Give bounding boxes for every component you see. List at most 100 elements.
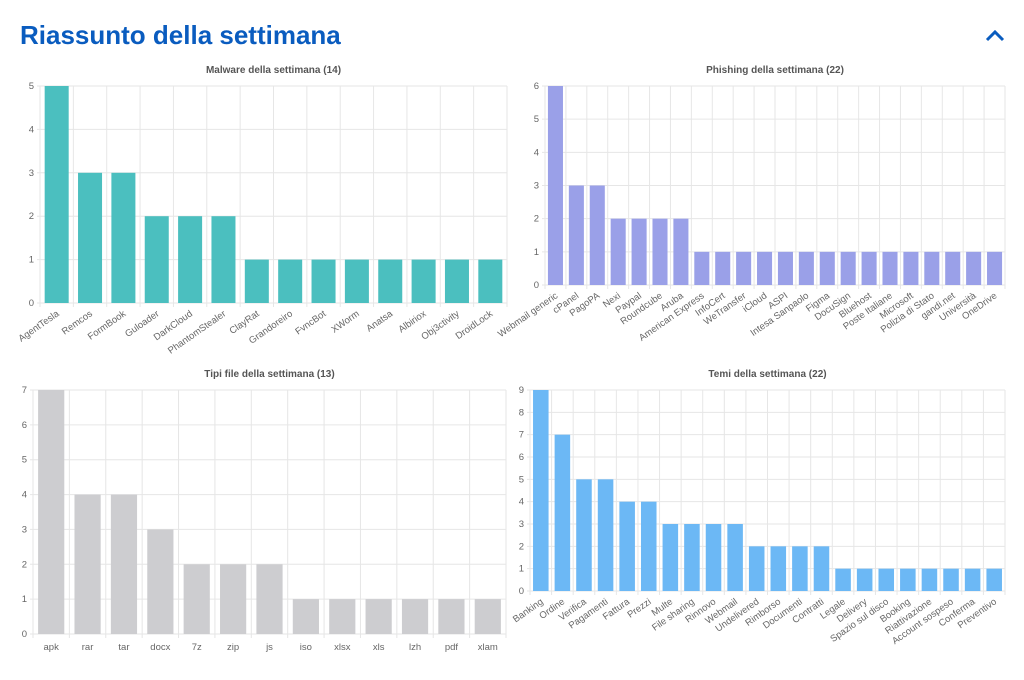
y-tick-label: 1 [519, 564, 524, 575]
bar [770, 546, 787, 591]
bar [882, 251, 898, 285]
bar [610, 218, 626, 285]
bar [715, 251, 731, 285]
chart-title: Malware della settimana (14) [206, 65, 341, 76]
bar [798, 251, 814, 285]
y-tick-label: 2 [29, 211, 34, 222]
bar [411, 259, 436, 303]
y-tick-label: 3 [519, 519, 524, 530]
x-tick-label: xlam [478, 642, 498, 653]
y-tick-label: 1 [534, 247, 539, 258]
y-tick-label: 1 [29, 255, 34, 266]
bar [365, 599, 392, 634]
x-tick-label: iso [300, 642, 312, 653]
bar [819, 251, 835, 285]
bar [568, 185, 584, 285]
bar [835, 568, 851, 591]
y-tick-label: 4 [534, 147, 539, 158]
x-tick-label: DroidLock [454, 308, 496, 342]
bar [292, 599, 319, 634]
bar [861, 251, 877, 285]
bar [444, 259, 469, 303]
y-tick-label: 2 [22, 559, 27, 570]
y-tick-label: 0 [29, 298, 34, 309]
bar [44, 86, 69, 303]
y-tick-label: 3 [22, 524, 27, 535]
x-tick-label: FvncBot [293, 308, 328, 337]
x-tick-label: lzh [409, 642, 421, 653]
bar [256, 564, 283, 634]
y-tick-label: 0 [534, 280, 539, 291]
bar [576, 479, 592, 591]
bar [631, 218, 647, 285]
y-tick-label: 5 [534, 114, 539, 125]
bar [329, 599, 356, 634]
x-tick-label: PhantomStealer [166, 308, 228, 356]
y-tick-label: 5 [22, 455, 27, 466]
x-tick-label: rar [82, 642, 94, 653]
chart-title: Tipi file della settimana (13) [204, 369, 334, 380]
y-tick-label: 2 [519, 541, 524, 552]
bar [244, 259, 269, 303]
bar [211, 216, 236, 303]
bar [705, 524, 722, 591]
y-tick-label: 0 [22, 629, 27, 640]
bar [840, 251, 856, 285]
bar [924, 251, 940, 285]
bar [757, 251, 773, 285]
bar [748, 546, 765, 591]
bar [777, 251, 793, 285]
collapse-button[interactable] [985, 29, 1005, 42]
x-tick-label: js [265, 642, 273, 653]
bar [966, 251, 982, 285]
bar [673, 218, 689, 285]
bar [943, 568, 959, 591]
bar [900, 568, 916, 591]
bar [986, 568, 1002, 591]
bar [311, 259, 336, 303]
x-tick-label: apk [44, 642, 60, 653]
x-tick-label: pdf [445, 642, 459, 653]
bar [792, 546, 808, 591]
bar [652, 218, 668, 285]
x-tick-label: Webmail generic [496, 290, 560, 340]
bar [727, 524, 743, 591]
bar [597, 479, 614, 591]
bar [74, 494, 101, 634]
x-tick-label: docx [150, 642, 170, 653]
bar [378, 259, 403, 303]
bar [474, 599, 501, 634]
x-tick-label: FormBook [86, 308, 128, 342]
page-title: Riassunto della settimana [20, 20, 341, 50]
y-tick-label: 6 [519, 452, 524, 463]
x-tick-label: xlsx [334, 642, 351, 653]
bar [878, 568, 895, 591]
bar [589, 185, 605, 285]
y-tick-label: 9 [519, 385, 524, 396]
bar [78, 172, 103, 303]
bar [813, 546, 830, 591]
bar [401, 599, 429, 634]
y-tick-label: 3 [534, 181, 539, 192]
bar [220, 564, 247, 634]
y-tick-label: 4 [22, 490, 27, 501]
y-tick-label: 7 [22, 385, 27, 396]
y-tick-label: 7 [519, 430, 524, 441]
y-tick-label: 4 [519, 497, 524, 508]
bar [183, 564, 210, 634]
y-tick-label: 3 [29, 168, 34, 179]
bar [640, 501, 657, 591]
y-tick-label: 1 [22, 594, 27, 605]
y-tick-label: 0 [519, 586, 524, 597]
x-tick-label: Anatsa [364, 308, 395, 334]
bar [533, 390, 549, 591]
bar [438, 599, 465, 634]
y-tick-label: 5 [29, 81, 34, 92]
bar [684, 524, 700, 591]
bar [110, 494, 138, 634]
bar [278, 259, 303, 303]
y-tick-label: 2 [534, 214, 539, 225]
bar [144, 216, 169, 303]
bar [921, 568, 938, 591]
